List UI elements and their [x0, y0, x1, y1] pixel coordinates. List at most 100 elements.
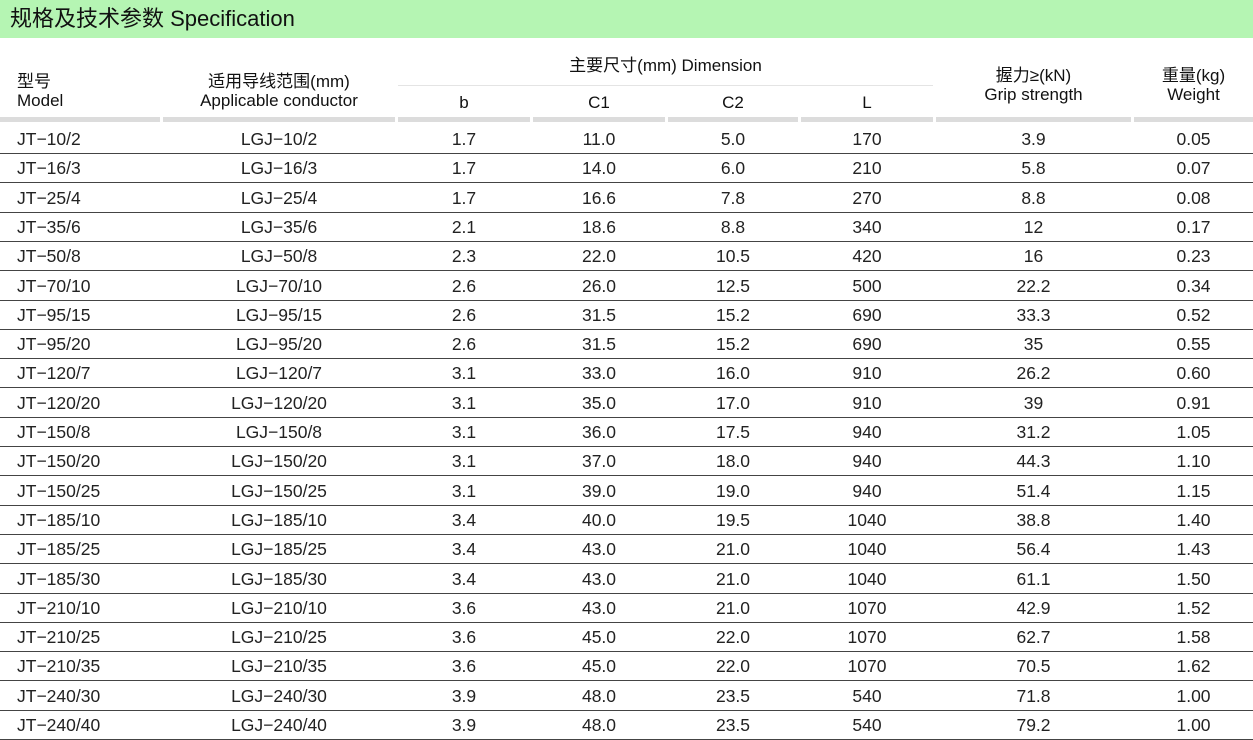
header-model-cn: 型号	[17, 72, 51, 91]
cell-weight: 0.08	[1176, 187, 1211, 208]
cell-model: JT−185/30	[17, 568, 101, 589]
cell-c1: 35.0	[581, 392, 617, 413]
cell-weight: 1.00	[1176, 715, 1211, 735]
cell-c2: 19.0	[715, 480, 751, 501]
cell-weight: 1.05	[1176, 422, 1211, 442]
cell-model: JT−150/25	[17, 480, 101, 501]
cell-conductor: LGJ−210/10	[231, 597, 327, 618]
cell-l: 910	[852, 363, 882, 384]
cell-l: 340	[852, 216, 882, 237]
table-row: JT−120/20 LGJ−120/20 3.1 35.0 17.0 910 39 0.91	[0, 388, 1253, 418]
cell-c2: 17.5	[715, 422, 751, 442]
cell-grip: 44.3	[1016, 451, 1051, 472]
header-grip-en: Grip strength	[984, 85, 1083, 104]
table-row: JT−25/4 LGJ−25/4 1.7 16.6 7.8 270 8.8 0.08	[0, 183, 1253, 213]
header-separator	[801, 117, 933, 122]
cell-c2: 21.0	[715, 568, 751, 589]
cell-weight: 0.52	[1176, 304, 1211, 325]
header-separator	[1134, 117, 1253, 122]
cell-b: 3.4	[451, 568, 477, 589]
cell-b: 1.7	[451, 129, 477, 149]
header-conductor-cn: 适用导线范围(mm)	[208, 72, 350, 91]
cell-c2: 23.5	[715, 715, 751, 735]
cell-l: 1070	[847, 656, 887, 677]
cell-c1: 31.5	[581, 304, 617, 325]
cell-conductor: LGJ−50/8	[240, 246, 318, 267]
table-row: JT−95/20 LGJ−95/20 2.6 31.5 15.2 690 35 0.55	[0, 329, 1253, 360]
cell-c2: 12.5	[715, 275, 751, 296]
cell-b: 3.1	[451, 363, 477, 384]
cell-conductor: LGJ−150/25	[231, 480, 327, 501]
cell-l: 540	[852, 685, 882, 706]
header-weight-cn: 重量(kg)	[1161, 66, 1226, 85]
cell-c2: 15.2	[715, 304, 751, 325]
cell-l: 420	[852, 246, 882, 267]
table-row: JT−240/30 LGJ−240/30 3.9 48.0 23.5 540 71.8 1.0…	[0, 681, 1253, 711]
cell-grip: 5.8	[1021, 158, 1046, 179]
cell-c1: 22.0	[581, 246, 617, 267]
cell-conductor: LGJ−35/6	[240, 216, 318, 237]
cell-grip: 26.2	[1016, 363, 1051, 384]
cell-grip: 22.2	[1016, 275, 1051, 296]
cell-l: 170	[852, 129, 882, 149]
table-row: JT−16/3 LGJ−16/3 1.7 14.0 6.0 210 5.8 0.07	[0, 153, 1253, 184]
cell-weight: 1.50	[1176, 568, 1211, 589]
cell-grip: 3.9	[1021, 129, 1046, 149]
cell-b: 2.6	[451, 304, 477, 325]
header-model-en: Model	[17, 91, 64, 110]
cell-model: JT−240/30	[17, 685, 101, 706]
cell-l: 1070	[847, 597, 887, 618]
cell-l: 690	[852, 334, 882, 355]
cell-l: 940	[852, 480, 882, 501]
cell-l: 1070	[847, 627, 887, 648]
cell-b: 3.1	[451, 451, 477, 472]
cell-conductor: LGJ−185/25	[231, 539, 327, 560]
table-row: JT−120/7 LGJ−120/7 3.1 33.0 16.0 910 26.2 0.60	[0, 358, 1253, 389]
cell-c1: 18.6	[581, 216, 617, 237]
cell-l: 270	[852, 187, 882, 208]
cell-grip: 16	[1023, 246, 1044, 267]
dimension-divider	[398, 85, 933, 86]
cell-c1: 36.0	[581, 422, 617, 442]
cell-weight: 1.62	[1176, 656, 1211, 677]
table-row: JT−50/8 LGJ−50/8 2.3 22.0 10.5 420 16 0.23	[0, 241, 1253, 272]
cell-b: 3.9	[451, 715, 477, 735]
table-row: JT−150/8 LGJ−150/8 3.1 36.0 17.5 940 31.2 1.05	[0, 417, 1253, 447]
header-separator	[163, 117, 395, 122]
cell-model: JT−16/3	[17, 158, 81, 179]
cell-weight: 1.58	[1176, 627, 1211, 648]
cell-model: JT−10/2	[17, 129, 81, 149]
table-row: JT−185/25 LGJ−185/25 3.4 43.0 21.0 1040 56.4 1.…	[0, 534, 1253, 565]
header-separator	[398, 117, 530, 122]
cell-model: JT−185/25	[17, 539, 101, 560]
cell-conductor: LGJ−240/40	[231, 715, 327, 735]
cell-c1: 11.0	[582, 129, 616, 149]
cell-conductor: LGJ−185/10	[231, 509, 327, 530]
cell-c1: 16.6	[581, 187, 617, 208]
cell-weight: 0.91	[1176, 392, 1211, 413]
cell-b: 2.6	[451, 275, 477, 296]
cell-model: JT−150/8	[17, 422, 91, 442]
cell-model: JT−70/10	[17, 275, 91, 296]
cell-weight: 1.52	[1176, 597, 1211, 618]
table-row: JT−35/6 LGJ−35/6 2.1 18.6 8.8 340 12 0.17	[0, 212, 1253, 242]
table-row: JT−210/35 LGJ−210/35 3.6 45.0 22.0 1070 70.5 1.…	[0, 651, 1253, 682]
table-row: JT−185/10 LGJ−185/10 3.4 40.0 19.5 1040 38.8 1.…	[0, 505, 1253, 535]
cell-grip: 62.7	[1016, 627, 1051, 648]
cell-c2: 6.0	[720, 158, 746, 179]
cell-weight: 0.60	[1176, 363, 1211, 384]
cell-grip: 42.9	[1016, 597, 1051, 618]
cell-weight: 0.07	[1176, 158, 1211, 179]
cell-l: 1040	[847, 539, 887, 560]
cell-c2: 16.0	[715, 363, 751, 384]
header-b: b	[459, 93, 469, 112]
cell-c1: 45.0	[581, 627, 617, 648]
cell-weight: 1.40	[1176, 509, 1211, 530]
cell-b: 3.1	[451, 392, 477, 413]
cell-weight: 1.00	[1176, 685, 1211, 706]
cell-b: 3.6	[451, 627, 477, 648]
cell-model: JT−25/4	[17, 187, 81, 208]
cell-grip: 61.1	[1016, 568, 1051, 589]
header-grip-cn: 握力≥(kN)	[995, 66, 1072, 85]
cell-b: 2.6	[451, 334, 477, 355]
